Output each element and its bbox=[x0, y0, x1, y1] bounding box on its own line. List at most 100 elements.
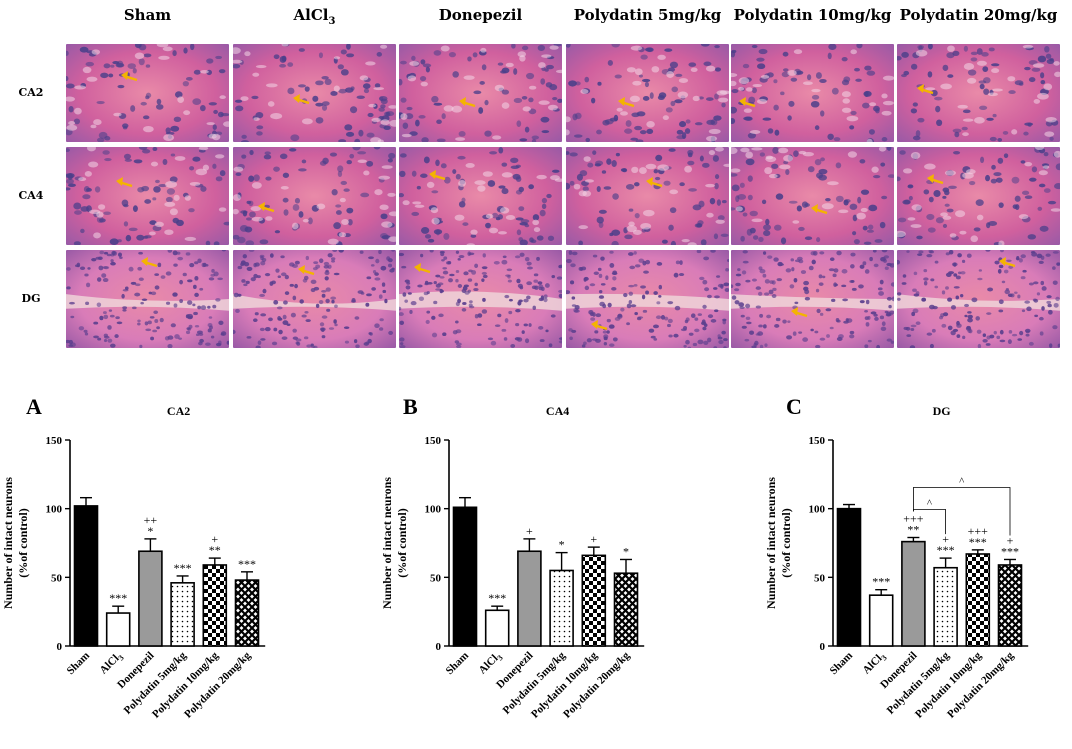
arrow-marker bbox=[116, 177, 133, 188]
significance-marker: ** bbox=[907, 523, 919, 537]
significance-marker: ++ bbox=[144, 513, 158, 527]
arrow-marker bbox=[917, 84, 934, 95]
significance-marker: * bbox=[559, 538, 565, 552]
bar-polydatin-20mg-kg bbox=[234, 579, 260, 647]
arrow-marker bbox=[618, 97, 635, 108]
micrograph-row-label: CA2 bbox=[18, 86, 44, 99]
column-title-text: Polydatin 20mg/kg bbox=[899, 6, 1058, 24]
significance-marker: + bbox=[942, 532, 949, 546]
y-tick-label: 150 bbox=[46, 435, 63, 447]
significance-marker: *** bbox=[872, 575, 890, 589]
micrograph-tile bbox=[66, 147, 229, 245]
arrow-marker bbox=[739, 97, 756, 108]
micrograph-tile bbox=[731, 44, 894, 142]
significance-marker: *** bbox=[969, 535, 987, 549]
bar-polydatin-5mg-kg bbox=[933, 566, 958, 647]
arrow-marker bbox=[298, 265, 315, 276]
significance-marker: ** bbox=[209, 543, 221, 557]
x-tick-label: Sham bbox=[65, 650, 93, 678]
significance-marker: *** bbox=[238, 557, 256, 571]
bar-sham bbox=[452, 506, 478, 647]
arrow-marker bbox=[429, 170, 446, 181]
micrograph-column-title: Polydatin 20mg/kg bbox=[889, 6, 1069, 24]
y-axis-label: Number of intact neurons bbox=[764, 477, 778, 609]
bar-donepezil bbox=[138, 550, 163, 647]
bar-polydatin-10mg-kg bbox=[965, 553, 991, 647]
y-axis-label: (%of control) bbox=[395, 508, 409, 577]
significance-marker: *** bbox=[174, 561, 192, 575]
micrograph-column-title: Donepezil bbox=[391, 6, 571, 24]
column-title-subscript: 3 bbox=[328, 16, 336, 27]
significance-marker: + bbox=[211, 532, 218, 546]
micrograph-tile bbox=[897, 44, 1060, 142]
bar-sham bbox=[73, 505, 99, 647]
significance-marker: + bbox=[1007, 533, 1014, 547]
bar-donepezil bbox=[901, 540, 926, 647]
y-axis-label: (%of control) bbox=[16, 508, 30, 577]
column-title-text: Donepezil bbox=[438, 6, 523, 24]
bar-polydatin-5mg-kg bbox=[170, 582, 195, 647]
panel-letter: C bbox=[786, 394, 802, 419]
x-tick-label: AlCl3 bbox=[860, 650, 888, 678]
bar-alcl3 bbox=[484, 609, 510, 647]
y-tick-label: 0 bbox=[820, 641, 826, 653]
micrograph-tile bbox=[399, 44, 562, 142]
bracket-label: ^ bbox=[927, 498, 933, 510]
bracket-label: ^ bbox=[959, 476, 965, 488]
panel-letter: A bbox=[26, 394, 42, 419]
micrograph-column-title: AlCl3 bbox=[225, 6, 405, 27]
significance-marker: * bbox=[623, 544, 629, 558]
micrograph-tile bbox=[399, 147, 562, 245]
comparison-bracket bbox=[913, 487, 1011, 536]
bar-polydatin-5mg-kg bbox=[549, 569, 574, 647]
bar-alcl3 bbox=[868, 594, 894, 647]
micrograph-tile bbox=[66, 44, 229, 142]
micrograph-tile bbox=[897, 250, 1060, 348]
y-tick-label: 100 bbox=[46, 504, 63, 516]
micrograph-tile bbox=[731, 147, 894, 245]
column-title-text: Polydatin 5mg/kg bbox=[573, 6, 722, 24]
micrograph-tile bbox=[897, 147, 1060, 245]
arrow-marker bbox=[791, 307, 808, 318]
significance-marker: +++ bbox=[968, 524, 989, 538]
y-tick-label: 50 bbox=[430, 572, 442, 584]
bar-alcl3 bbox=[105, 612, 131, 647]
micrograph-column-title: Polydatin 5mg/kg bbox=[558, 6, 738, 24]
y-tick-label: 100 bbox=[425, 504, 442, 516]
y-tick-label: 0 bbox=[436, 641, 442, 653]
x-tick-label: Sham bbox=[828, 650, 856, 678]
bar-polydatin-10mg-kg bbox=[202, 564, 228, 647]
micrograph-tile bbox=[731, 250, 894, 348]
arrow-marker bbox=[293, 94, 310, 105]
y-tick-label: 150 bbox=[425, 435, 442, 447]
arrow-marker bbox=[999, 257, 1016, 268]
chart-title: DG bbox=[933, 404, 951, 418]
panel-letter: B bbox=[403, 394, 418, 419]
micrograph-tile bbox=[566, 250, 729, 348]
micrograph-column-title: Polydatin 10mg/kg bbox=[723, 6, 903, 24]
x-tick-label: AlCl3 bbox=[476, 650, 504, 678]
micrograph-tile bbox=[233, 44, 396, 142]
significance-marker: *** bbox=[937, 543, 955, 557]
bar-polydatin-20mg-kg bbox=[997, 564, 1023, 647]
bar-sham bbox=[836, 507, 862, 647]
chart-title: CA4 bbox=[546, 404, 569, 418]
micrograph-tile bbox=[66, 250, 229, 348]
significance-marker: +++ bbox=[903, 512, 924, 526]
significance-marker: * bbox=[147, 524, 153, 538]
y-axis-label: Number of intact neurons bbox=[1, 477, 15, 609]
arrow-marker bbox=[258, 202, 275, 213]
bar-chart-B: B CA4 Number of intact neurons (%of control… bbox=[380, 394, 645, 721]
significance-marker: + bbox=[526, 524, 533, 538]
y-tick-label: 100 bbox=[809, 504, 826, 516]
arrow-marker bbox=[121, 71, 138, 82]
column-title-text: AlCl bbox=[293, 6, 329, 24]
micrograph-tile bbox=[566, 44, 729, 142]
bar-polydatin-20mg-kg bbox=[613, 572, 639, 647]
bar-polydatin-10mg-kg bbox=[581, 554, 607, 647]
arrow-marker bbox=[459, 97, 476, 108]
bar-donepezil bbox=[517, 550, 542, 647]
chart-title: CA2 bbox=[167, 404, 190, 418]
bar-chart-C: C DG Number of intact neurons (%of control)… bbox=[764, 394, 1029, 721]
